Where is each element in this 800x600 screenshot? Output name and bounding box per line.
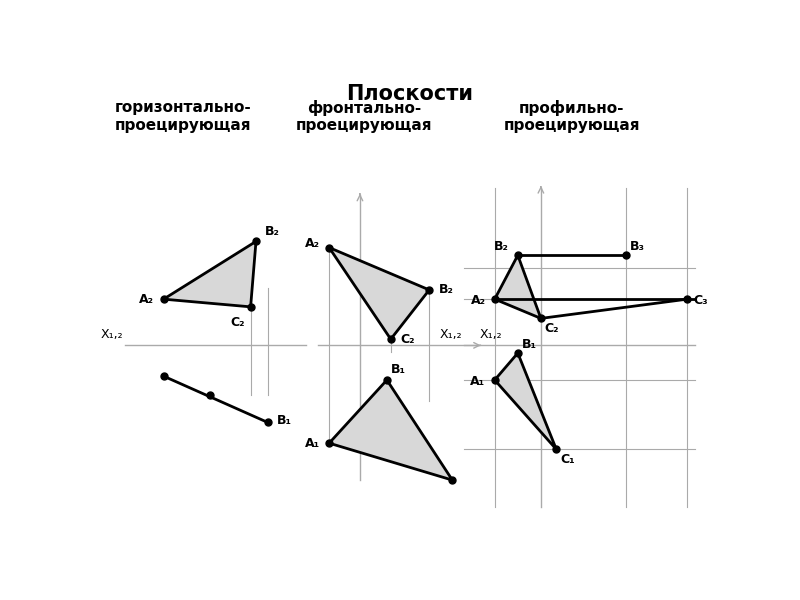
Polygon shape (329, 380, 452, 480)
Text: Плоскости: Плоскости (346, 83, 474, 104)
Text: A₂: A₂ (139, 293, 154, 305)
Text: C₃: C₃ (694, 294, 708, 307)
Text: C₁: C₁ (560, 453, 574, 466)
Text: профильно-
проецирующая: профильно- проецирующая (503, 100, 640, 133)
Text: A₂: A₂ (305, 237, 320, 250)
Text: B₂: B₂ (438, 283, 454, 296)
Text: B₃: B₃ (630, 240, 645, 253)
Text: B₁: B₁ (522, 338, 537, 351)
Text: C₂: C₂ (230, 316, 245, 329)
Text: C₂: C₂ (545, 322, 559, 335)
Text: X₁,₂: X₁,₂ (479, 328, 502, 341)
Text: B₂: B₂ (494, 240, 509, 253)
Text: X₁,₂: X₁,₂ (101, 328, 123, 341)
Text: A₁: A₁ (305, 437, 320, 449)
Text: B₁: B₁ (277, 413, 292, 427)
Text: B₁: B₁ (390, 363, 406, 376)
Text: B₂: B₂ (266, 224, 280, 238)
Text: A₂: A₂ (470, 294, 486, 307)
Text: горизонтально-
проецирующая: горизонтально- проецирующая (114, 100, 251, 133)
Polygon shape (494, 353, 556, 449)
Polygon shape (329, 248, 430, 339)
Polygon shape (163, 241, 256, 307)
Polygon shape (494, 255, 541, 319)
Text: C₂: C₂ (400, 332, 414, 346)
Text: фронтально-
проецирующая: фронтально- проецирующая (295, 100, 432, 133)
Text: X₁,₂: X₁,₂ (440, 328, 462, 341)
Text: A₁: A₁ (470, 375, 486, 388)
